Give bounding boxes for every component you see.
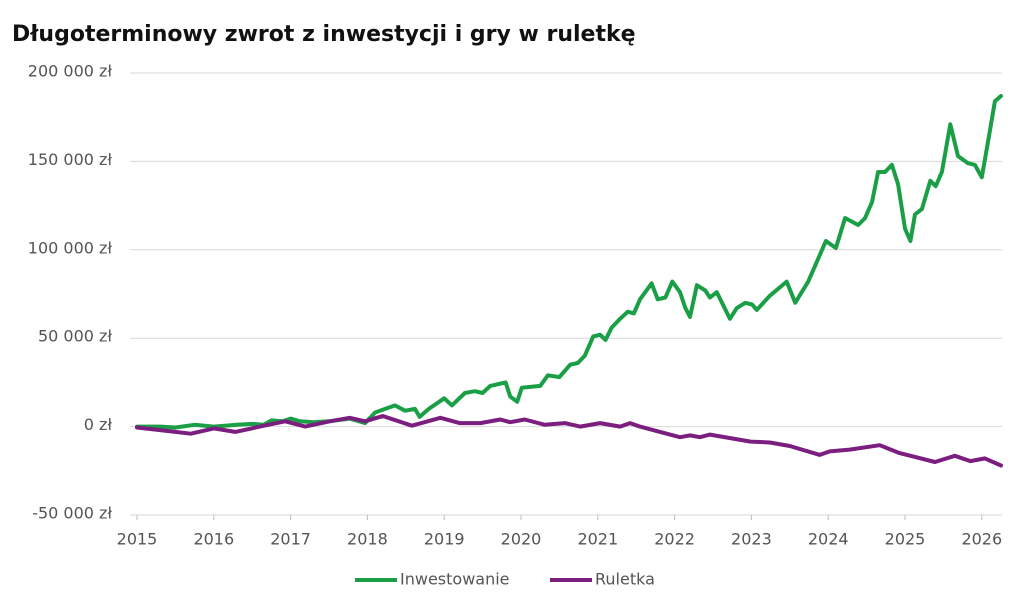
x-tick-label: 2026 (961, 530, 1002, 549)
x-tick-label: 2022 (654, 530, 695, 549)
y-tick-label: 150 000 zł (28, 150, 113, 169)
x-tick-label: 2017 (270, 530, 311, 549)
series-line (135, 414, 1003, 468)
x-tick-label: 2018 (347, 530, 388, 549)
x-tick-label: 2016 (193, 530, 234, 549)
x-tick-label: 2021 (577, 530, 618, 549)
y-tick-label: -50 000 zł (32, 504, 112, 523)
y-tick-label: 100 000 zł (28, 238, 113, 257)
x-tick-label: 2015 (117, 530, 158, 549)
chart-title: Długoterminowy zwrot z inwestycji i gry … (12, 22, 636, 47)
x-tick-label: 2019 (424, 530, 465, 549)
x-tick-label: 2025 (885, 530, 926, 549)
legend-label: Inwestowanie (400, 570, 510, 589)
legend-label: Ruletka (595, 570, 655, 589)
x-tick-label: 2023 (731, 530, 772, 549)
y-tick-label: 0 zł (84, 415, 113, 434)
series-line (135, 94, 1003, 430)
y-tick-label: 50 000 zł (38, 327, 112, 346)
x-tick-label: 2024 (808, 530, 849, 549)
y-tick-label: 200 000 zł (28, 62, 113, 81)
x-tick-label: 2020 (501, 530, 542, 549)
